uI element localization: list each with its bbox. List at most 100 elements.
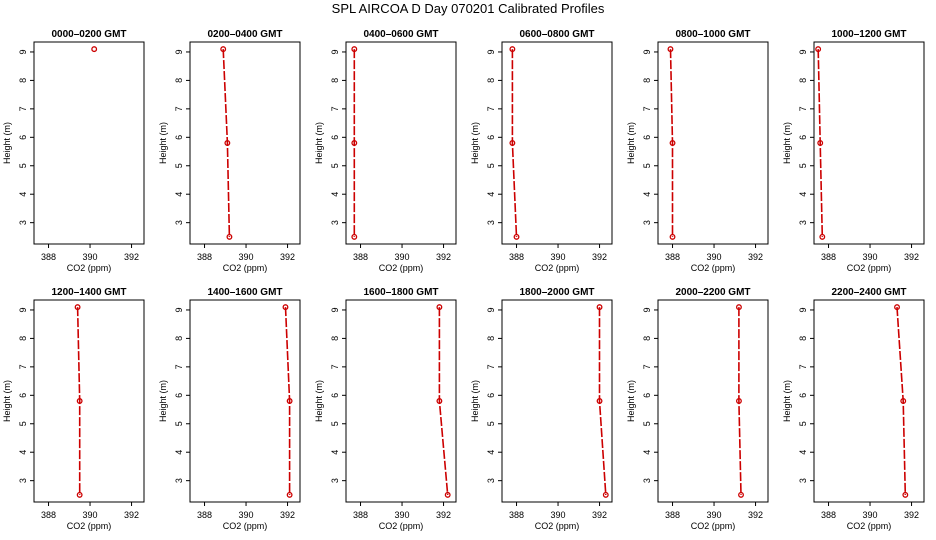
y-tick-label: 7 [18,364,28,369]
x-axis-label: CO2 (ppm) [379,263,424,273]
plot-frame [189,41,301,245]
y-tick-label: 5 [174,421,184,426]
data-point [444,491,451,498]
x-axis-label: CO2 (ppm) [535,521,580,531]
x-tick-label: 390 [83,252,98,262]
plot-frame [657,41,769,245]
profile-line [598,307,607,495]
y-tick-label: 3 [642,478,652,483]
plot-frame [33,41,145,245]
y-tick-label: 5 [642,163,652,168]
data-point [735,398,742,404]
y-tick-label: 6 [330,135,340,140]
y-tick-label: 4 [18,450,28,455]
panel-title: 0400–0600 GMT [363,29,438,40]
y-tick-label: 3 [642,220,652,225]
panel-title: 2200–2400 GMT [831,287,906,298]
y-tick-label: 6 [798,393,808,398]
panel-title: 0600–0800 GMT [519,29,594,40]
x-tick-label: 392 [124,252,139,262]
y-tick-label: 6 [642,393,652,398]
y-tick-label: 7 [486,364,496,369]
plot-frame [501,299,613,503]
y-tick-label: 7 [330,106,340,111]
x-tick-label: 388 [821,510,836,520]
y-tick-label: 3 [330,478,340,483]
x-tick-label: 392 [748,510,763,520]
y-axis-label: Height (m) [2,122,12,164]
y-tick-label: 9 [330,307,340,312]
plot-frame [813,41,925,245]
data-point [509,140,516,146]
y-tick-label: 5 [798,163,808,168]
y-tick-label: 4 [330,450,340,455]
data-point [286,491,293,498]
panel-title: 1800–2000 GMT [519,287,594,298]
x-tick-label: 392 [904,252,919,262]
figure-title: SPL AIRCOA D Day 070201 Calibrated Profi… [331,1,605,16]
x-tick-label: 392 [436,510,451,520]
data-point [815,46,822,53]
y-tick-label: 6 [330,393,340,398]
y-axis-label: Height (m) [470,380,480,422]
y-tick-label: 5 [642,421,652,426]
data-point [351,140,358,146]
x-tick-label: 390 [239,252,254,262]
data-point [436,398,443,404]
y-tick-label: 8 [174,336,184,341]
data-point [224,140,231,146]
y-tick-label: 4 [642,450,652,455]
y-tick-label: 8 [18,78,28,83]
y-tick-label: 7 [642,364,652,369]
y-tick-label: 9 [642,49,652,54]
y-axis-label: Height (m) [470,122,480,164]
x-axis-label: CO2 (ppm) [379,521,424,531]
y-tick-label: 9 [174,307,184,312]
y-tick-label: 4 [174,450,184,455]
y-tick-label: 5 [330,421,340,426]
y-tick-label: 6 [486,393,496,398]
y-tick-label: 8 [642,336,652,341]
panel-title: 1000–1200 GMT [831,29,906,40]
y-tick-label: 6 [486,135,496,140]
y-tick-label: 3 [174,478,184,483]
y-tick-label: 5 [18,163,28,168]
x-tick-label: 388 [197,510,212,520]
y-tick-label: 3 [18,220,28,225]
data-point [76,491,83,498]
x-tick-label: 388 [197,252,212,262]
plot-frame [33,299,145,503]
x-tick-label: 388 [509,252,524,262]
x-axis-label: CO2 (ppm) [223,521,268,531]
y-tick-label: 3 [798,478,808,483]
y-tick-label: 3 [486,478,496,483]
y-axis-label: Height (m) [626,122,636,164]
y-tick-label: 9 [798,307,808,312]
data-point [596,398,603,404]
panel-title: 0200–0400 GMT [207,29,282,40]
y-tick-label: 6 [174,135,184,140]
y-axis-label: Height (m) [2,380,12,422]
data-point [286,398,293,404]
panel-title: 0000–0200 GMT [51,29,126,40]
data-point [596,304,603,311]
x-tick-label: 390 [83,510,98,520]
panel-title: 0800–1000 GMT [675,29,750,40]
y-tick-label: 5 [18,421,28,426]
y-tick-label: 9 [642,307,652,312]
data-point [351,233,358,240]
y-tick-label: 4 [486,192,496,197]
profile-line [76,307,81,495]
profile-line [896,307,907,495]
panel-title: 1200–1400 GMT [51,287,126,298]
plot-frame [189,299,301,503]
y-tick-label: 5 [486,421,496,426]
y-tick-label: 8 [18,336,28,341]
y-tick-label: 5 [174,163,184,168]
x-axis-label: CO2 (ppm) [223,263,268,273]
y-tick-label: 3 [174,220,184,225]
data-point [894,304,900,311]
data-point [513,233,520,240]
data-point [282,304,289,311]
